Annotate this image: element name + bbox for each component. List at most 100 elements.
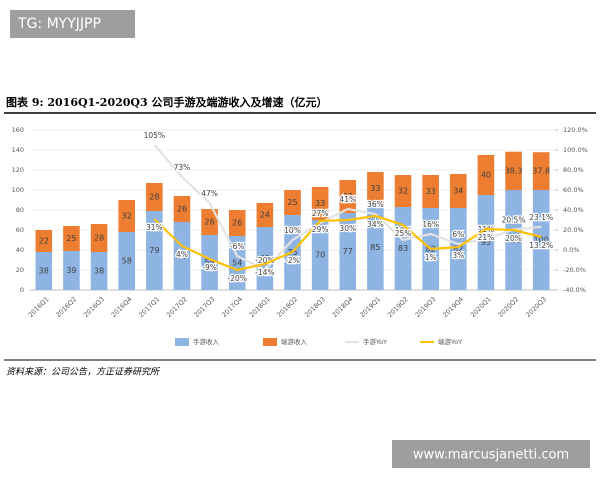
bar-label: 63 [260, 254, 270, 263]
bar-label: 25 [66, 234, 76, 243]
bar [35, 230, 53, 252]
line-label: 6% [452, 230, 464, 239]
bar-label: 24 [260, 211, 270, 220]
bar [311, 187, 329, 220]
line-label: -14% [255, 268, 274, 277]
line-label: -2% [285, 256, 300, 265]
bar [339, 180, 357, 213]
line-label: 20% [505, 234, 522, 243]
bar [367, 172, 384, 205]
bar [505, 151, 522, 190]
bar [339, 213, 357, 290]
bar-label: 68 [177, 252, 187, 261]
bar-label: 54 [232, 259, 242, 268]
line-label: 23.1% [529, 213, 553, 222]
y-tick-label: 100 [12, 186, 24, 194]
legend-swatch [263, 338, 277, 346]
bar-label: 82 [453, 245, 463, 254]
bar [256, 203, 274, 227]
bar [450, 208, 467, 290]
y2-tick-label: 20.0% [563, 226, 584, 234]
bar-label: 77 [343, 247, 353, 256]
line-label: 10% [395, 226, 412, 235]
bar [228, 210, 246, 236]
legend-label: 手游YoY [363, 337, 387, 346]
bar [477, 195, 495, 290]
bar [35, 252, 53, 290]
line-label: 13.2% [529, 241, 553, 250]
line-label: 27% [312, 209, 329, 218]
source: 资料来源：公司公告，方正证券研究所 [6, 367, 161, 378]
bar-label: 28 [149, 193, 159, 202]
bar-label: 79 [149, 246, 159, 255]
bar-label: 33 [343, 192, 353, 201]
bar-label: 100 [534, 236, 549, 245]
line-label: 34% [367, 220, 384, 229]
line-label: 21% [478, 233, 495, 242]
chart-title: 图表 9: 2016Q1-2020Q3 公司手游及端游收入及增速（亿元） [6, 95, 327, 109]
line [153, 144, 542, 272]
bar-label: 28 [94, 234, 104, 243]
bar-label: 33 [426, 187, 436, 196]
bar [311, 220, 329, 290]
plot: 0 20 40 60 80 100 120 140 160 -40.0% -20.0% 0.0% 20.… [12, 126, 588, 346]
bar-label: 40 [481, 171, 491, 180]
bar-label: 38 [94, 267, 104, 276]
bar [201, 235, 218, 290]
bar [256, 227, 274, 290]
bar-label: 83 [398, 244, 408, 253]
bar-label: 37.8 [532, 167, 550, 176]
overlay-text: TG: MYYJJPP [17, 16, 101, 32]
bar-label: 34 [453, 187, 463, 196]
bar [173, 196, 191, 222]
bar-label: 85 [370, 243, 380, 252]
line-label: -6% [230, 242, 245, 251]
bar [505, 190, 522, 290]
bar-label: 33 [315, 199, 325, 208]
overlay-box [392, 440, 590, 468]
bar-label: 100 [506, 236, 521, 245]
bar [90, 224, 108, 252]
line-label: 47% [201, 189, 218, 198]
line-label: -20% [228, 274, 247, 283]
bar [532, 190, 550, 290]
line-label: 1% [425, 253, 437, 262]
bar-label: 70 [315, 251, 325, 260]
y2-tick-label: 40.0% [563, 206, 584, 214]
y-tick-label: 160 [12, 126, 24, 134]
bar-label: 32 [122, 212, 132, 221]
bar [146, 211, 163, 290]
bar [118, 200, 135, 232]
legend-label: 端游收入 [281, 337, 308, 346]
bar [450, 174, 467, 208]
overlay-box [10, 10, 135, 38]
bar [201, 209, 218, 235]
y-tick-label: 80 [16, 206, 24, 214]
overlay-text: www.marcusjanetti.com [413, 448, 569, 463]
y2-tick-label: -20.0% [563, 266, 586, 274]
bar [284, 190, 301, 215]
bar-label: 55 [205, 258, 215, 267]
legend-swatch [175, 338, 189, 346]
bar-label: 25 [287, 198, 297, 207]
line-label: 105% [144, 131, 165, 140]
bar-label: 39 [66, 266, 76, 275]
bar-label: 58 [122, 257, 132, 266]
line-label: 16% [422, 220, 439, 229]
legend-label: 端游YoY [438, 337, 462, 346]
y-tick-label: 140 [12, 146, 24, 154]
y2-tick-label: -40.0% [563, 286, 586, 294]
bar-label: 38 [39, 267, 49, 276]
bar-label: 95 [481, 238, 491, 247]
line-label: 36% [367, 200, 384, 209]
line-label: 41% [339, 195, 356, 204]
line-label: 30% [339, 224, 356, 233]
bar-label: 26 [205, 218, 215, 227]
bar [63, 226, 80, 251]
line-label: 3% [452, 251, 464, 260]
y-tick-label: 0 [20, 286, 24, 294]
line-label: -20% [255, 256, 274, 265]
bar [477, 155, 495, 195]
bar [394, 175, 412, 207]
